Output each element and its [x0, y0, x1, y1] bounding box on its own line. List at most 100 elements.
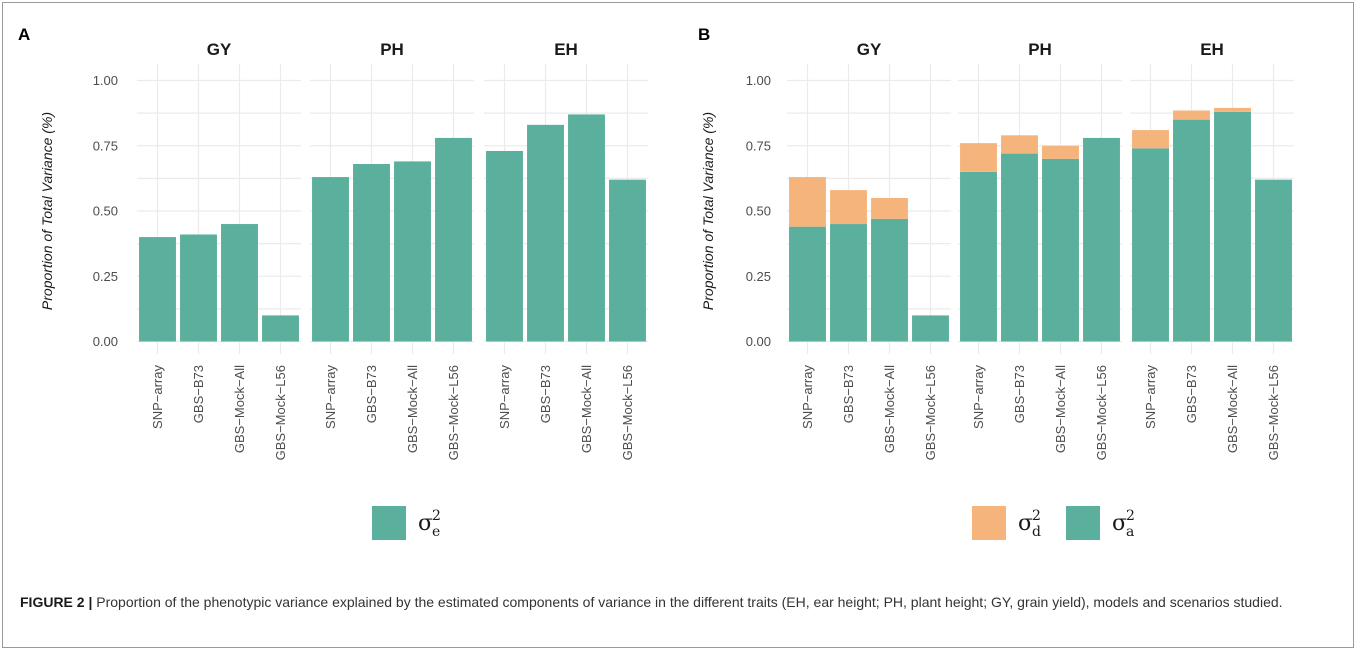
legend-superscript: 2 — [1032, 508, 1041, 524]
chart-panel-a: A Proportion of Total Variance (%) 0.00 0.2… — [18, 25, 648, 540]
facet-eh: EH SNP−array GBS−B73 GBS−Mock−All GBS−Mock−L… — [1130, 40, 1294, 460]
figure-caption: FIGURE 2 | Proportion of the phenotypic … — [20, 592, 1340, 613]
caption-text: Proportion of the phenotypic variance ex… — [96, 594, 1283, 610]
x-tick-label: GBS−Mock−L56 — [1094, 365, 1109, 460]
bar-sigma-a — [871, 218, 908, 342]
bar-sigma-a — [912, 315, 949, 342]
facet-title: GY — [207, 40, 232, 59]
bar-sigma-a — [1214, 111, 1251, 342]
bar-sigma-d — [1173, 110, 1210, 120]
legend-subscript: d — [1032, 524, 1041, 540]
x-tick-label: GBS−Mock−L56 — [1266, 365, 1281, 460]
x-tick-label: GBS−B73 — [1012, 365, 1027, 423]
x-tick-label: GBS−Mock−All — [579, 365, 594, 453]
x-tick-label: GBS−Mock−L56 — [446, 365, 461, 460]
legend-subscript: a — [1126, 524, 1134, 540]
facet-eh: EH SNP−array GBS−B73 GBS−Mock−All GBS−Mock−L… — [484, 40, 648, 460]
x-tick-label: SNP−array — [1143, 365, 1158, 429]
x-tick-label: SNP−array — [323, 365, 338, 429]
legend: σ2d σ2a — [972, 506, 1135, 540]
x-tick-label: SNP−array — [150, 365, 165, 429]
bar-sigma-e — [527, 124, 564, 342]
y-tick-label: 0.75 — [746, 138, 771, 153]
bar-sigma-e — [139, 237, 176, 342]
facet-title: EH — [1200, 40, 1224, 59]
facet-gy: GY SNP−array GBS−B73 GBS−Mock−All GBS−Mock−L… — [137, 40, 301, 460]
bar-sigma-a — [789, 226, 826, 342]
bar-sigma-e — [180, 234, 217, 342]
y-tick-label: 0.50 — [746, 204, 771, 219]
x-tick-label: GBS−Mock−L56 — [620, 365, 635, 460]
bar-sigma-d — [1214, 107, 1251, 112]
x-tick-label: GBS−Mock−All — [232, 365, 247, 453]
bar-sigma-d — [830, 190, 867, 225]
x-tick-label: GBS−Mock−All — [882, 365, 897, 453]
y-tick-label: 0.25 — [746, 269, 771, 284]
bar-sigma-e — [312, 177, 349, 342]
bar-sigma-e — [262, 315, 299, 342]
x-tick-label: GBS−Mock−L56 — [923, 365, 938, 460]
facet-ph: PH SNP−array GBS−B73 GBS−Mock−All GBS−Mock−L… — [958, 40, 1122, 460]
y-tick-label: 0.25 — [93, 269, 118, 284]
legend-key-sigma-e — [372, 506, 406, 540]
bar-sigma-e — [221, 224, 258, 342]
bar-sigma-a — [960, 171, 997, 342]
bar-sigma-e — [435, 137, 472, 342]
bar-sigma-e — [394, 161, 431, 342]
legend-key-sigma-d — [972, 506, 1006, 540]
facet-gy: GY SNP−array GBS−B73 GBS−Mock−All GBS−Mock−L… — [787, 40, 951, 460]
legend-superscript: 2 — [1126, 508, 1135, 524]
legend-symbol: σ — [418, 511, 433, 536]
y-axis-label: Proportion of Total Variance (%) — [39, 112, 55, 310]
bar-sigma-a — [1083, 137, 1120, 342]
legend-symbol: σ — [1112, 511, 1127, 536]
x-tick-label: SNP−array — [971, 365, 986, 429]
legend: σ2e — [372, 506, 441, 540]
bar-sigma-e — [609, 179, 646, 342]
chart-canvas: A Proportion of Total Variance (%) 0.00 0.2… — [18, 25, 1294, 540]
x-tick-label: SNP−array — [800, 365, 815, 429]
y-tick-label: 1.00 — [93, 73, 118, 88]
panel-letter: B — [698, 25, 710, 44]
x-tick-label: GBS−Mock−L56 — [273, 365, 288, 460]
x-tick-label: GBS−Mock−All — [1225, 365, 1240, 453]
legend-key-sigma-a — [1066, 506, 1100, 540]
x-tick-label: GBS−B73 — [841, 365, 856, 423]
bar-sigma-a — [1173, 119, 1210, 342]
bar-sigma-e — [353, 164, 390, 342]
x-tick-label: GBS−B73 — [191, 365, 206, 423]
x-tick-label: GBS−Mock−All — [1053, 365, 1068, 453]
y-tick-label: 1.00 — [746, 73, 771, 88]
bar-sigma-d — [960, 143, 997, 172]
y-axis-label: Proportion of Total Variance (%) — [700, 112, 716, 310]
bar-sigma-d — [1001, 135, 1038, 154]
x-tick-label: GBS−Mock−All — [405, 365, 420, 453]
y-tick-label: 0.50 — [93, 204, 118, 219]
y-tick-label: 0.75 — [93, 138, 118, 153]
facet-ph: PH SNP−array GBS−B73 GBS−Mock−All GBS−Mock−L… — [310, 40, 474, 460]
bar-sigma-a — [830, 224, 867, 342]
chart-panel-b: B Proportion of Total Variance (%) 0.00 0.2… — [698, 25, 1294, 540]
x-tick-label: SNP−array — [497, 365, 512, 429]
y-tick-label: 0.00 — [746, 334, 771, 349]
facet-title: GY — [857, 40, 882, 59]
x-tick-label: GBS−B73 — [364, 365, 379, 423]
bar-sigma-d — [1042, 145, 1079, 159]
x-tick-label: GBS−B73 — [1184, 365, 1199, 423]
facet-title: EH — [554, 40, 578, 59]
bar-sigma-a — [1132, 148, 1169, 342]
x-tick-label: GBS−B73 — [538, 365, 553, 423]
bar-sigma-d — [789, 177, 826, 227]
bar-sigma-e — [568, 114, 605, 342]
legend-symbol: σ — [1018, 511, 1033, 536]
bar-sigma-e — [486, 150, 523, 342]
bar-sigma-a — [1255, 179, 1292, 342]
bar-sigma-a — [1042, 158, 1079, 342]
bar-sigma-d — [1132, 130, 1169, 149]
panel-letter: A — [18, 25, 30, 44]
legend-subscript: e — [432, 524, 440, 540]
bar-sigma-a — [1001, 153, 1038, 342]
facet-title: PH — [380, 40, 404, 59]
